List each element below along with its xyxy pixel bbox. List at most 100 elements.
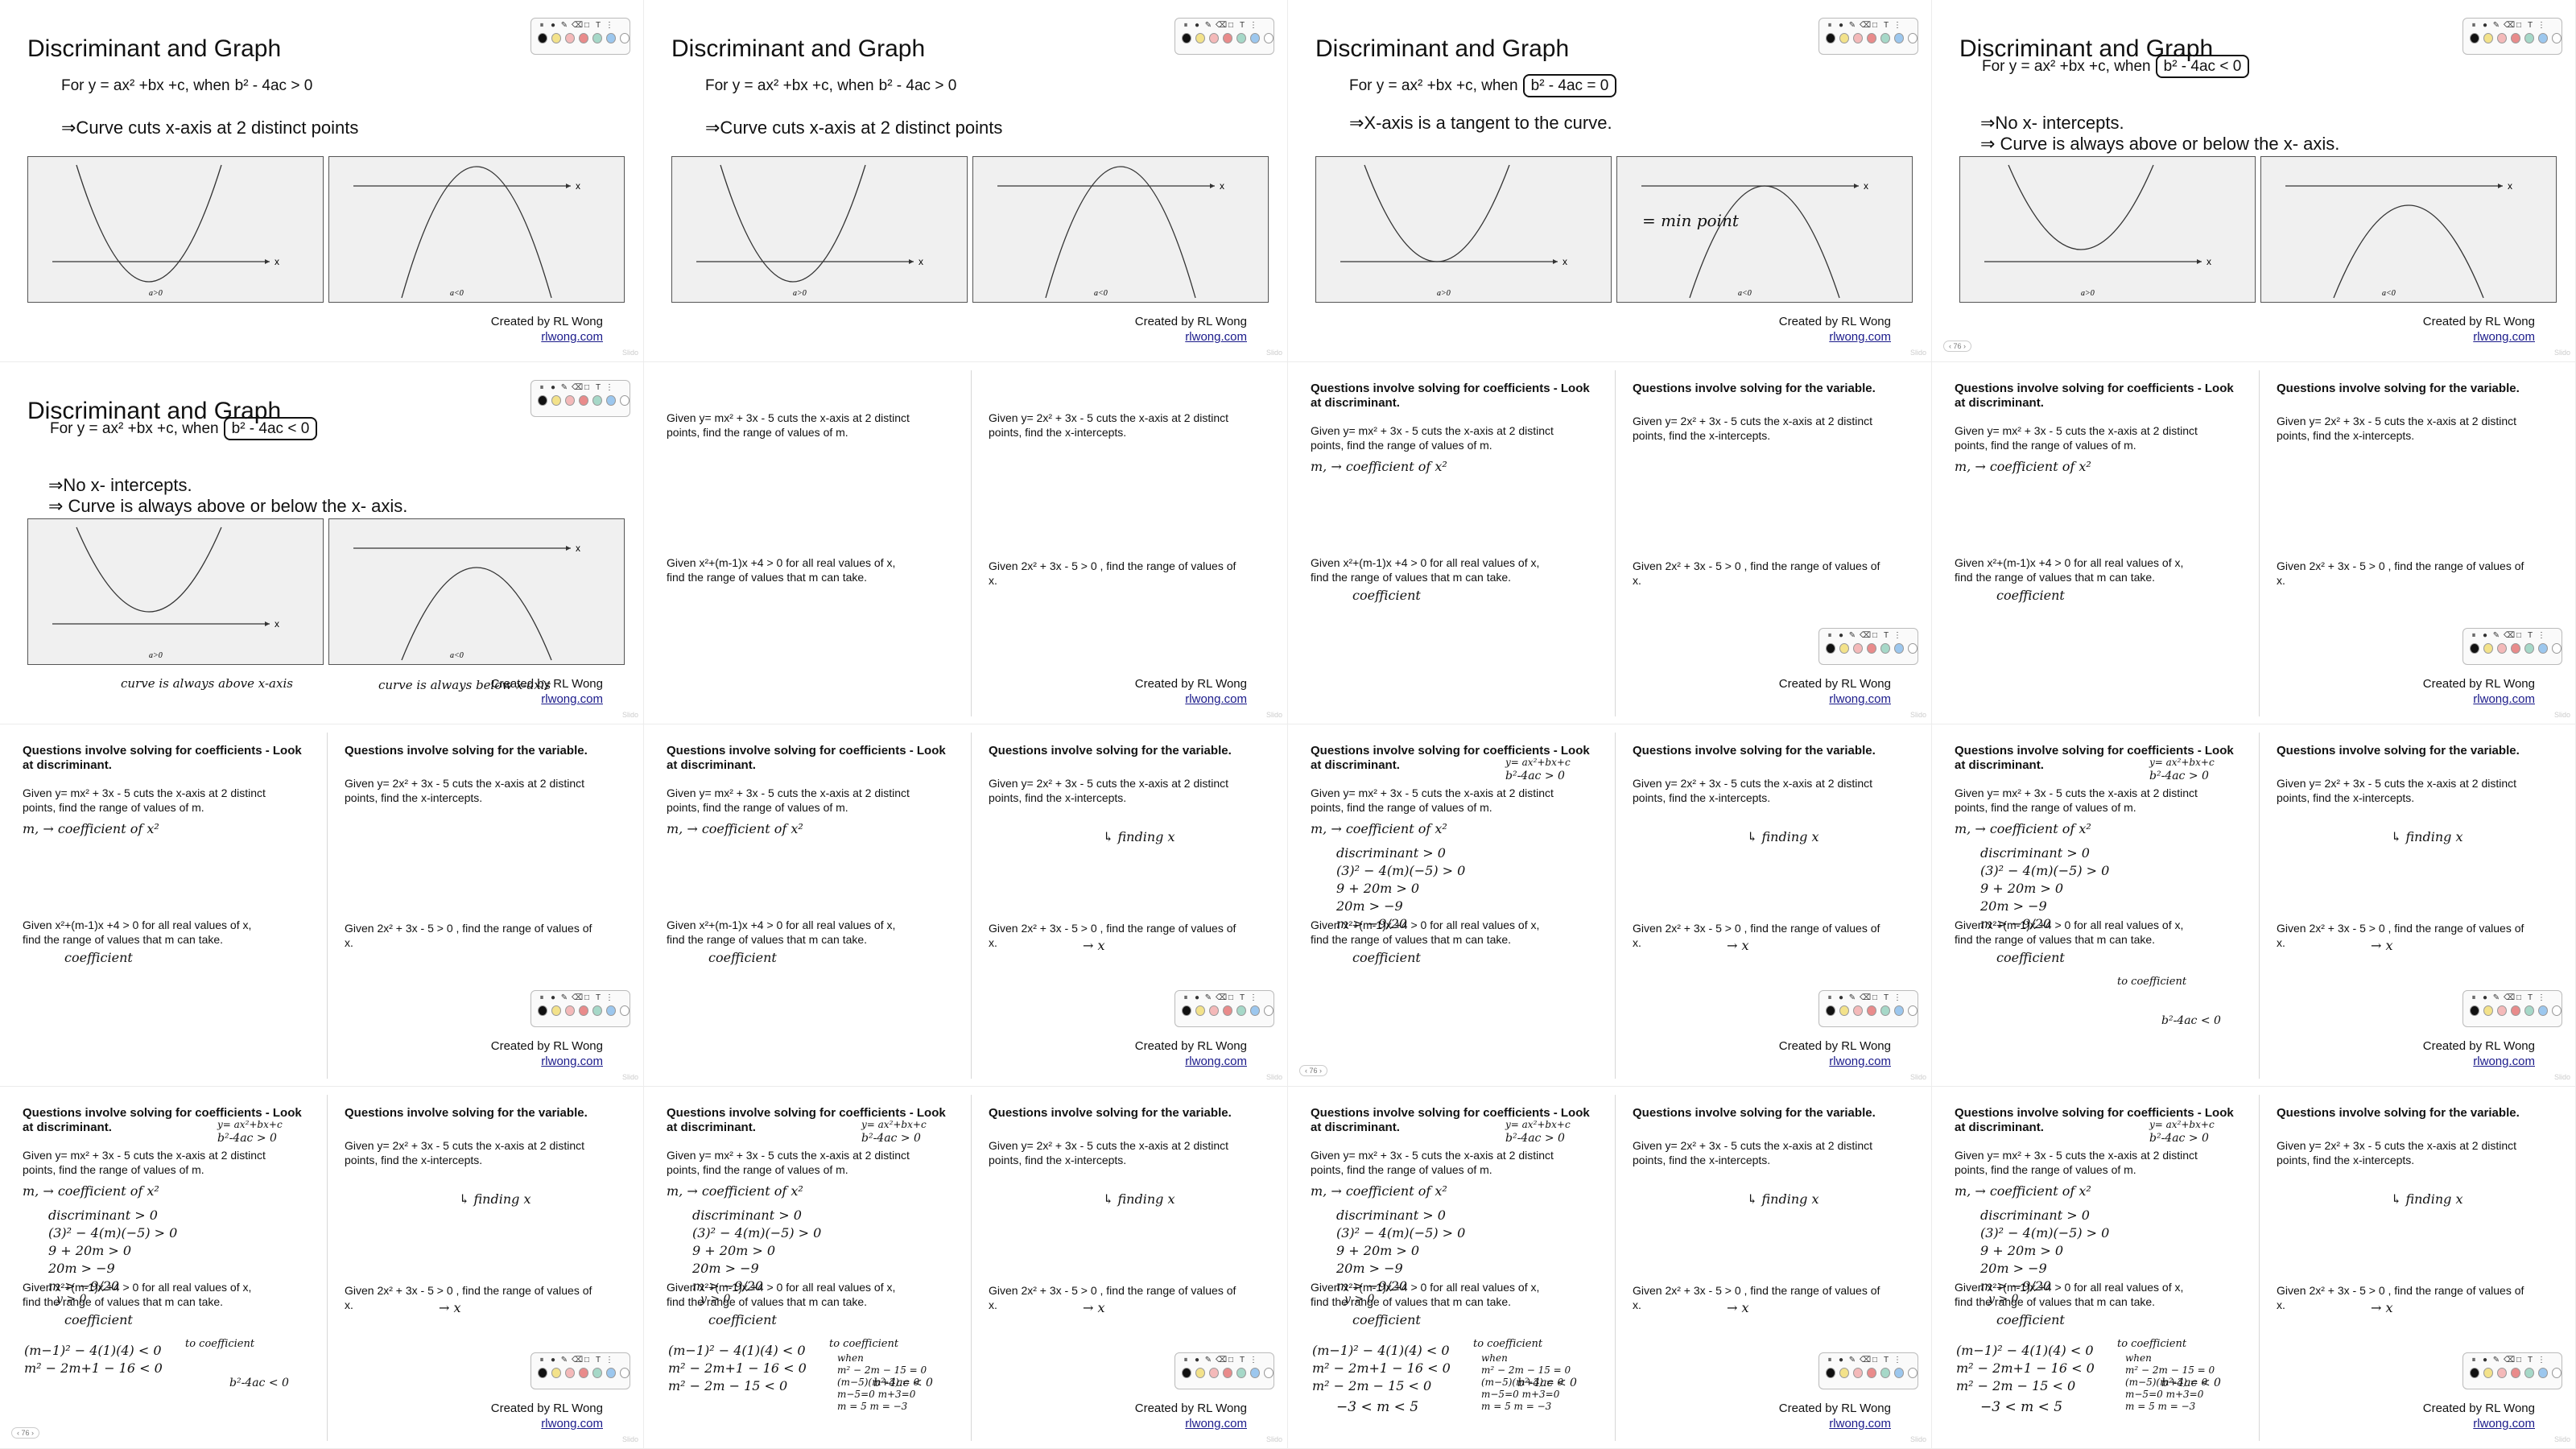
color-swatch[interactable]	[1264, 1005, 1274, 1016]
text-icon[interactable]: T	[1239, 993, 1245, 1002]
annotation-toolbar[interactable]: ⏸ ● ✎ ⌫ □ T ⋮	[530, 18, 630, 55]
pen-icon[interactable]: ✎	[2492, 993, 2500, 1002]
color-swatch[interactable]	[1880, 1368, 1890, 1378]
credit-link[interactable]: rlwong.com	[1829, 692, 1891, 706]
color-swatch[interactable]	[2483, 1368, 2493, 1378]
color-swatch[interactable]	[2511, 1368, 2520, 1378]
annotation-toolbar[interactable]: ⏸ ● ✎ ⌫ □ T ⋮	[530, 380, 630, 417]
more-icon[interactable]: ⋮	[2537, 993, 2545, 1002]
pen-icon[interactable]: ✎	[1848, 631, 1856, 640]
color-swatch[interactable]	[2511, 33, 2520, 43]
more-icon[interactable]: ⋮	[1893, 1356, 1901, 1364]
color-swatch[interactable]	[1826, 1368, 1835, 1378]
eraser-icon[interactable]: ⌫	[1860, 993, 1872, 1002]
color-swatch[interactable]	[1236, 33, 1246, 43]
shape-icon[interactable]: □	[584, 993, 590, 1002]
text-icon[interactable]: T	[1883, 1356, 1889, 1364]
pause-icon[interactable]: ⏸	[539, 993, 544, 1002]
pen-icon[interactable]: ✎	[2492, 21, 2500, 30]
color-swatch[interactable]	[1209, 1005, 1219, 1016]
color-swatch[interactable]	[2511, 1005, 2520, 1016]
color-swatch[interactable]	[2470, 1005, 2479, 1016]
annotation-toolbar[interactable]: ⏸ ● ✎ ⌫ □ T ⋮	[1174, 1352, 1274, 1389]
pause-icon[interactable]: ⏸	[1827, 631, 1832, 640]
color-swatch[interactable]	[579, 33, 588, 43]
eraser-icon[interactable]: ⌫	[1860, 1356, 1872, 1364]
color-swatch[interactable]	[2497, 1368, 2507, 1378]
pen-icon[interactable]: ✎	[1848, 21, 1856, 30]
more-icon[interactable]: ⋮	[2537, 631, 2545, 640]
more-icon[interactable]: ⋮	[1249, 1356, 1257, 1364]
more-icon[interactable]: ⋮	[1249, 21, 1257, 30]
annotation-toolbar[interactable]: ⏸ ● ✎ ⌫ □ T ⋮	[1818, 990, 1918, 1027]
color-swatch[interactable]	[2470, 643, 2479, 654]
color-swatch[interactable]	[1867, 1005, 1876, 1016]
color-swatch[interactable]	[2497, 33, 2507, 43]
color-swatch[interactable]	[606, 33, 616, 43]
text-icon[interactable]: T	[2527, 993, 2533, 1002]
shape-icon[interactable]: □	[2516, 631, 2522, 640]
color-swatch[interactable]	[1250, 33, 1260, 43]
shape-icon[interactable]: □	[584, 1356, 590, 1364]
pen-icon[interactable]: ✎	[2492, 1356, 2500, 1364]
slide-thumbnail[interactable]: Discriminant and Graph For y = ax² +bx +c…	[0, 362, 644, 724]
pause-icon[interactable]: ⏸	[2471, 1356, 2476, 1364]
slide-thumbnail[interactable]: Questions involve solving for coefficien…	[0, 724, 644, 1087]
slide-thumbnail[interactable]: Questions involve solving for coefficien…	[1932, 1087, 2576, 1449]
text-icon[interactable]: T	[1883, 993, 1889, 1002]
color-swatch[interactable]	[1867, 33, 1876, 43]
annotation-toolbar[interactable]: ⏸ ● ✎ ⌫ □ T ⋮	[530, 990, 630, 1027]
color-swatch[interactable]	[1826, 33, 1835, 43]
pen-icon[interactable]: ✎	[1848, 993, 1856, 1002]
color-swatch[interactable]	[2524, 643, 2534, 654]
shape-icon[interactable]: □	[584, 383, 590, 392]
pause-icon[interactable]: ⏸	[2471, 21, 2476, 30]
eraser-icon[interactable]: ⌫	[1860, 631, 1872, 640]
pause-icon[interactable]: ⏸	[1827, 993, 1832, 1002]
color-swatch[interactable]	[1880, 33, 1890, 43]
slide-thumbnail[interactable]: Discriminant and Graph For y = ax² +bx +c…	[0, 0, 644, 362]
eraser-icon[interactable]: ⌫	[1216, 21, 1228, 30]
color-swatch[interactable]	[2538, 1005, 2548, 1016]
shape-icon[interactable]: □	[1872, 21, 1878, 30]
page-navigator[interactable]: ‹ 76 ›	[11, 1427, 40, 1439]
color-swatch[interactable]	[2497, 643, 2507, 654]
color-swatch[interactable]	[620, 1368, 630, 1378]
page-navigator[interactable]: ‹ 76 ›	[1943, 341, 1972, 352]
color-swatch[interactable]	[1236, 1005, 1246, 1016]
color-swatch[interactable]	[606, 395, 616, 406]
annotation-toolbar[interactable]: ⏸ ● ✎ ⌫ □ T ⋮	[1818, 1352, 1918, 1389]
slide-thumbnail[interactable]: Discriminant and Graph For y = ax² +bx +c…	[1932, 0, 2576, 362]
color-swatch[interactable]	[1908, 1005, 1918, 1016]
color-swatch[interactable]	[606, 1368, 616, 1378]
color-swatch[interactable]	[1223, 1368, 1232, 1378]
color-swatch[interactable]	[565, 33, 575, 43]
laser-icon[interactable]: ●	[1838, 1356, 1844, 1364]
color-swatch[interactable]	[2470, 1368, 2479, 1378]
color-swatch[interactable]	[2524, 33, 2534, 43]
laser-icon[interactable]: ●	[2482, 1356, 2488, 1364]
color-swatch[interactable]	[2483, 643, 2493, 654]
color-swatch[interactable]	[1908, 643, 1918, 654]
color-swatch[interactable]	[551, 1368, 561, 1378]
shape-icon[interactable]: □	[1872, 631, 1878, 640]
color-swatch[interactable]	[2552, 643, 2562, 654]
color-swatch[interactable]	[1839, 33, 1849, 43]
slide-thumbnail[interactable]: Questions involve solving for coefficien…	[1288, 1087, 1932, 1449]
pause-icon[interactable]: ⏸	[1183, 993, 1188, 1002]
slide-thumbnail[interactable]: Questions involve solving for coefficien…	[0, 1087, 644, 1449]
annotation-toolbar[interactable]: ⏸ ● ✎ ⌫ □ T ⋮	[1818, 628, 1918, 665]
color-swatch[interactable]	[2538, 643, 2548, 654]
pause-icon[interactable]: ⏸	[2471, 993, 2476, 1002]
color-swatch[interactable]	[538, 33, 547, 43]
laser-icon[interactable]: ●	[1194, 21, 1200, 30]
annotation-toolbar[interactable]: ⏸ ● ✎ ⌫ □ T ⋮	[1818, 18, 1918, 55]
laser-icon[interactable]: ●	[1838, 631, 1844, 640]
credit-link[interactable]: rlwong.com	[541, 692, 603, 706]
color-swatch[interactable]	[2511, 643, 2520, 654]
color-swatch[interactable]	[1182, 1005, 1191, 1016]
laser-icon[interactable]: ●	[2482, 631, 2488, 640]
pen-icon[interactable]: ✎	[560, 1356, 568, 1364]
color-swatch[interactable]	[1250, 1005, 1260, 1016]
slide-thumbnail[interactable]: Questions involve solving for coefficien…	[644, 1087, 1288, 1449]
